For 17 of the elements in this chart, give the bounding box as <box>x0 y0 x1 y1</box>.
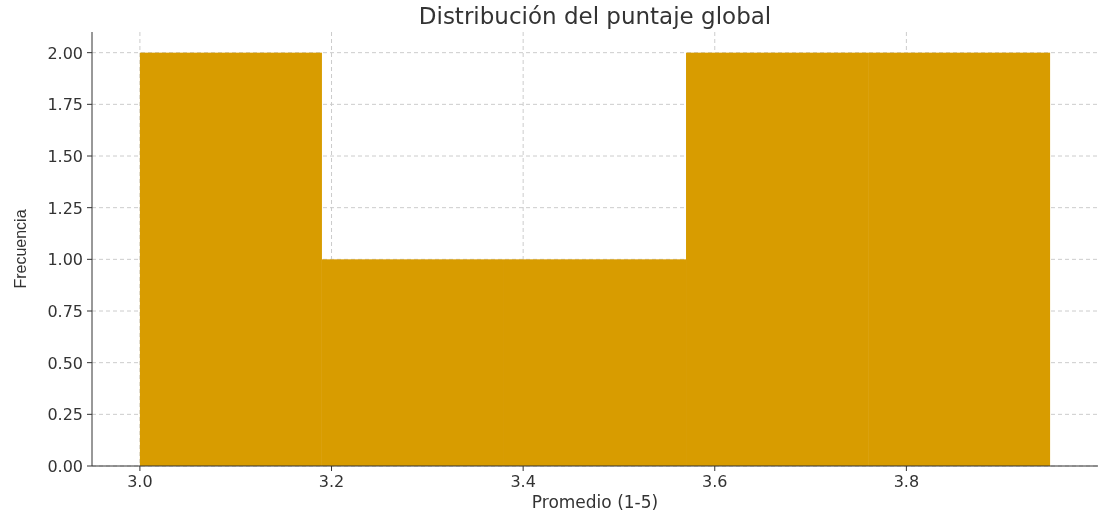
x-tick-label: 3.6 <box>702 472 728 491</box>
x-tick-label: 3.4 <box>510 472 536 491</box>
y-tick-label: 0.75 <box>47 302 83 321</box>
y-tick-label: 0.00 <box>47 457 83 476</box>
y-tick-label: 1.50 <box>47 147 83 166</box>
x-tick-label: 3.2 <box>318 472 345 491</box>
y-tick-label: 2.00 <box>47 43 83 63</box>
x-axis-title: Promedio (1-5) <box>531 492 659 512</box>
y-axis-title: Frecuencia <box>12 209 29 289</box>
y-tick-label: 0.25 <box>47 405 83 425</box>
y-tick-label: 0.50 <box>47 353 83 373</box>
y-tick-label: 1.75 <box>47 95 83 115</box>
x-tick-label: 3.0 <box>127 472 153 491</box>
x-tick-label: 3.8 <box>893 472 920 491</box>
y-tick-label: 1.25 <box>47 198 83 218</box>
y-tick-label: 1.00 <box>47 250 83 270</box>
chart-title: Distribución del puntaje global <box>418 3 772 29</box>
